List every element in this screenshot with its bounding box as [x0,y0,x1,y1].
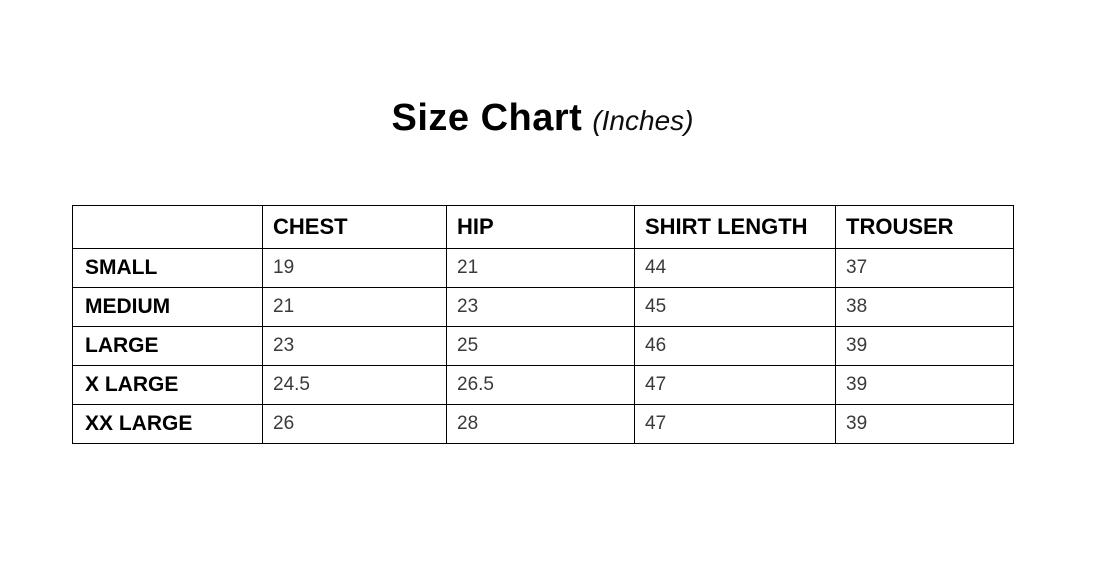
table-row-medium: MEDIUM 21 23 45 38 [72,287,1014,327]
cell-xx-large-shirt-length: 47 [634,404,836,444]
cell-large-trouser: 39 [835,326,1014,366]
cell-large-shirt-length: 46 [634,326,836,366]
title-text: Size Chart [391,97,583,139]
cell-x-large-hip: 26.5 [446,365,635,405]
cell-medium-hip: 23 [446,287,635,327]
table-row-small: SMALL 19 21 44 37 [72,248,1014,288]
cell-xx-large-chest: 26 [262,404,447,444]
cell-small-chest: 19 [262,248,447,288]
cell-x-large-trouser: 39 [835,365,1014,405]
cell-large-chest: 23 [262,326,447,366]
header-row: CHEST HIP SHIRT LENGTH TROUSER [72,205,1014,249]
column-header-trouser: TROUSER [835,205,1014,249]
cell-medium-trouser: 38 [835,287,1014,327]
table-row-large: LARGE 23 25 46 39 [72,326,1014,366]
row-label-medium: MEDIUM [72,287,263,327]
column-header-empty [72,205,263,249]
page-title: Size Chart (Inches) [72,94,1013,150]
cell-medium-chest: 21 [262,287,447,327]
cell-small-hip: 21 [446,248,635,288]
cell-x-large-chest: 24.5 [262,365,447,405]
cell-xx-large-trouser: 39 [835,404,1014,444]
cell-small-trouser: 37 [835,248,1014,288]
table-row-xx-large: XX LARGE 26 28 47 39 [72,404,1014,444]
column-header-chest: CHEST [262,205,447,249]
cell-small-shirt-length: 44 [634,248,836,288]
table-row-x-large: X LARGE 24.5 26.5 47 39 [72,365,1014,405]
row-label-x-large: X LARGE [72,365,263,405]
row-label-small: SMALL [72,248,263,288]
row-label-large: LARGE [72,326,263,366]
row-label-xx-large: XX LARGE [72,404,263,444]
title-unit-text: (Inches) [592,105,694,136]
column-header-hip: HIP [446,205,635,249]
cell-medium-shirt-length: 45 [634,287,836,327]
cell-x-large-shirt-length: 47 [634,365,836,405]
column-header-shirt-length: SHIRT LENGTH [634,205,836,249]
cell-xx-large-hip: 28 [446,404,635,444]
cell-large-hip: 25 [446,326,635,366]
size-chart-table: CHEST HIP SHIRT LENGTH TROUSER SMALL 19 … [72,205,1014,444]
